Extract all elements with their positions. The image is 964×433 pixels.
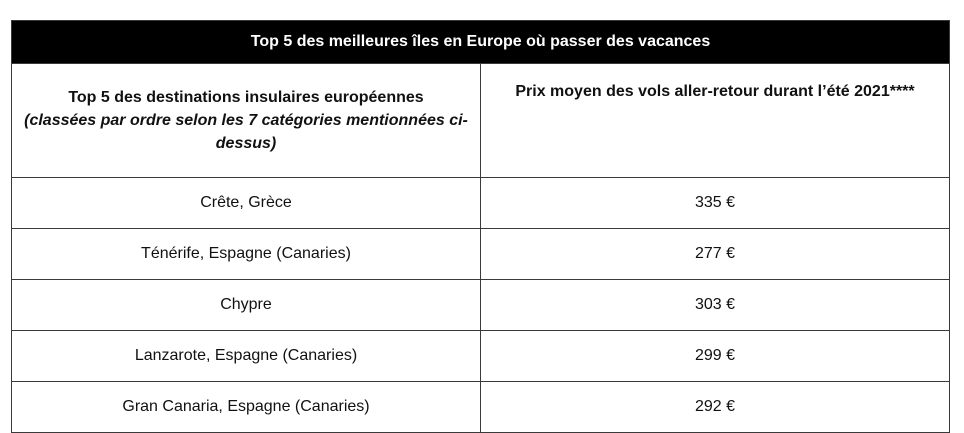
cell-destination: Crête, Grèce bbox=[11, 177, 481, 229]
cell-price: 292 € bbox=[480, 381, 950, 433]
table-row: Chypre 303 € bbox=[11, 279, 950, 331]
table-row: Lanzarote, Espagne (Canaries) 299 € bbox=[11, 330, 950, 382]
cell-destination: Gran Canaria, Espagne (Canaries) bbox=[11, 381, 481, 433]
header-destination-note: (classées par ordre selon les 7 catégori… bbox=[24, 112, 468, 152]
cell-destination: Lanzarote, Espagne (Canaries) bbox=[11, 330, 481, 382]
table-header-row: Top 5 des destinations insulaires europé… bbox=[11, 63, 950, 178]
header-destination-label: Top 5 des destinations insulaires europé… bbox=[68, 89, 424, 106]
header-destination: Top 5 des destinations insulaires europé… bbox=[11, 63, 481, 178]
islands-table-container: Top 5 des meilleures îles en Europe où p… bbox=[11, 20, 950, 433]
cell-price: 277 € bbox=[480, 228, 950, 280]
header-price: Prix moyen des vols aller-retour durant … bbox=[480, 63, 950, 178]
cell-destination: Chypre bbox=[11, 279, 481, 331]
table-row: Ténérife, Espagne (Canaries) 277 € bbox=[11, 228, 950, 280]
table-title-row: Top 5 des meilleures îles en Europe où p… bbox=[11, 20, 950, 64]
islands-table: Top 5 des meilleures îles en Europe où p… bbox=[11, 20, 950, 433]
cell-destination: Ténérife, Espagne (Canaries) bbox=[11, 228, 481, 280]
table-row: Crête, Grèce 335 € bbox=[11, 177, 950, 229]
cell-price: 303 € bbox=[480, 279, 950, 331]
table-title: Top 5 des meilleures îles en Europe où p… bbox=[11, 20, 950, 64]
cell-price: 299 € bbox=[480, 330, 950, 382]
cell-price: 335 € bbox=[480, 177, 950, 229]
table-row: Gran Canaria, Espagne (Canaries) 292 € bbox=[11, 381, 950, 433]
